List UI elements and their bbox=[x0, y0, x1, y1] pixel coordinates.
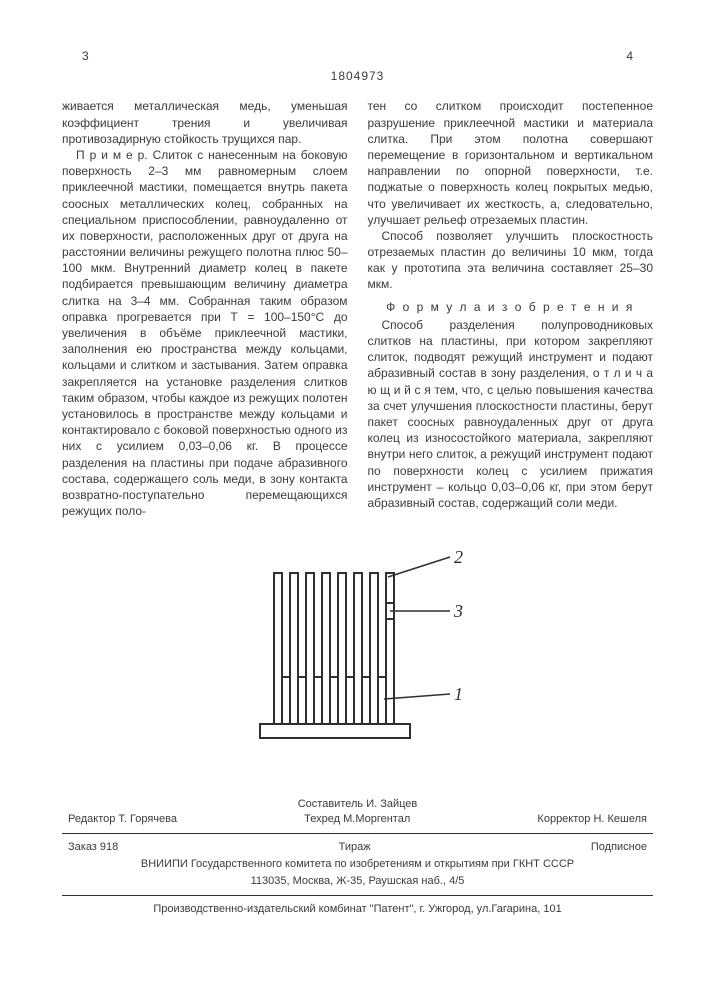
order: Заказ 918 bbox=[68, 840, 118, 855]
compiler: Составитель И. Зайцев bbox=[62, 797, 653, 812]
figure: 2 3 1 bbox=[62, 549, 653, 753]
editor: Редактор Т. Горячева bbox=[68, 812, 177, 827]
left-column: живается металлическая медь, уменьшая ко… bbox=[62, 98, 348, 519]
svg-text:1: 1 bbox=[454, 684, 463, 704]
page-number-right: 4 bbox=[626, 48, 633, 64]
body-columns: живается металлическая медь, уменьшая ко… bbox=[62, 98, 653, 519]
formula-title: Ф о р м у л а и з о б р е т е н и я bbox=[368, 299, 654, 315]
right-column: тен со слитком происходит постепенное ра… bbox=[368, 98, 654, 519]
left-p2: П р и м е р. Слиток с нанесенным на боко… bbox=[62, 147, 348, 519]
divider-2 bbox=[62, 895, 653, 896]
org1: ВНИИПИ Государственного комитета по изоб… bbox=[62, 857, 653, 872]
left-p1: живается металлическая медь, уменьшая ко… bbox=[62, 98, 348, 147]
figure-svg: 2 3 1 bbox=[228, 549, 488, 749]
org2: 113035, Москва, Ж-35, Раушская наб., 4/5 bbox=[62, 874, 653, 889]
svg-text:2: 2 bbox=[454, 549, 463, 567]
corrector: Корректор Н. Кешеля bbox=[537, 812, 647, 827]
page-number-left: 3 bbox=[82, 48, 89, 64]
right-p2: Способ позволяет улучшить плоскостность … bbox=[368, 228, 654, 293]
page-header: 3 4 bbox=[62, 48, 653, 64]
right-p3: Способ разделения полупроводниковых слит… bbox=[368, 317, 654, 511]
document-number: 1804973 bbox=[62, 68, 653, 84]
right-p1: тен со слитком происходит постепенное ра… bbox=[368, 98, 654, 228]
tirazh: Тираж bbox=[339, 840, 371, 855]
techred: Техред М.Моргентал bbox=[304, 812, 410, 827]
divider-1 bbox=[62, 833, 653, 834]
org3: Производственно-издательский комбинат "П… bbox=[62, 902, 653, 917]
colophon: Составитель И. Зайцев Редактор Т. Горяче… bbox=[62, 797, 653, 916]
svg-text:3: 3 bbox=[453, 601, 463, 621]
podpisnoe: Подписное bbox=[591, 840, 647, 855]
